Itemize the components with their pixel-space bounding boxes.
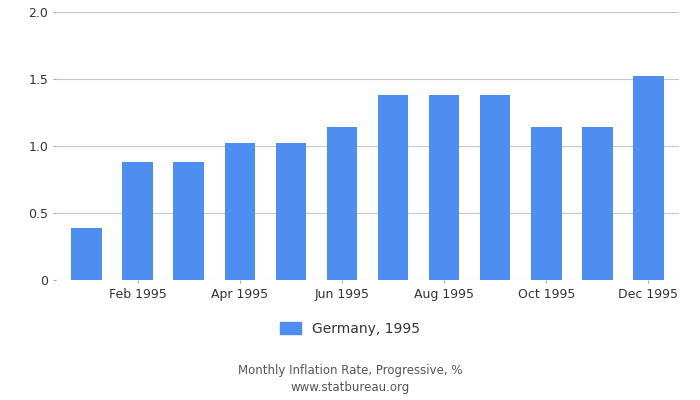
Text: Monthly Inflation Rate, Progressive, %: Monthly Inflation Rate, Progressive, % xyxy=(238,364,462,377)
Bar xyxy=(174,162,204,280)
Bar xyxy=(582,127,612,280)
Bar xyxy=(633,76,664,280)
Bar xyxy=(327,127,357,280)
Bar xyxy=(429,95,459,280)
Bar xyxy=(71,228,102,280)
Legend: Germany, 1995: Germany, 1995 xyxy=(274,316,426,341)
Bar xyxy=(480,95,510,280)
Bar xyxy=(122,162,153,280)
Text: www.statbureau.org: www.statbureau.org xyxy=(290,381,410,394)
Bar xyxy=(225,143,256,280)
Bar xyxy=(531,127,561,280)
Bar xyxy=(276,143,306,280)
Bar xyxy=(378,95,408,280)
